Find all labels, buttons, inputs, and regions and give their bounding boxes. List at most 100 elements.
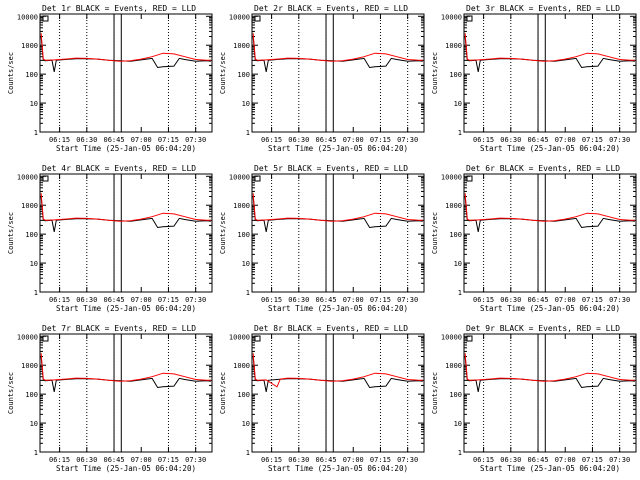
events-series-line xyxy=(464,196,635,232)
lld-series-line xyxy=(40,353,211,382)
y-tick-label: 1000 xyxy=(445,202,462,210)
x-tick-label: 06:45 xyxy=(315,296,336,304)
y-tick-label: 1 xyxy=(246,289,250,297)
x-tick-label: 07:15 xyxy=(158,296,179,304)
x-tick-label: 06:30 xyxy=(500,456,521,464)
x-tick-label: 07:00 xyxy=(343,296,364,304)
y-axis-label: Counts/sec xyxy=(431,52,439,94)
y-tick-label: 10 xyxy=(454,100,462,108)
chart-title: Det 1r BLACK = Events, RED = LLD xyxy=(42,4,196,13)
plot-frame xyxy=(39,13,213,133)
y-tick-label: 10 xyxy=(242,100,250,108)
events-series-line xyxy=(252,196,423,232)
y-tick-label: 100 xyxy=(25,391,38,399)
x-tick-label: 06:45 xyxy=(103,296,124,304)
chart-title: Det 9r BLACK = Events, RED = LLD xyxy=(466,324,620,333)
y-tick-label: 1000 xyxy=(445,362,462,370)
y-tick-label: 10000 xyxy=(17,333,38,341)
y-tick-label: 1 xyxy=(246,129,250,137)
x-axis-label: Start Time (25-Jan-05 06:04:20) xyxy=(268,464,408,473)
x-axis-label: Start Time (25-Jan-05 06:04:20) xyxy=(56,304,196,313)
y-tick-label: 100 xyxy=(25,71,38,79)
x-tick-label: 06:15 xyxy=(49,456,70,464)
y-tick-label: 1 xyxy=(458,289,462,297)
x-tick-label: 06:15 xyxy=(49,136,70,144)
events-series-line xyxy=(252,356,423,392)
y-tick-label: 10 xyxy=(242,260,250,268)
y-tick-label: 100 xyxy=(449,391,462,399)
plot-frame xyxy=(251,173,425,293)
events-series-line xyxy=(40,356,211,392)
x-tick-label: 07:00 xyxy=(343,456,364,464)
x-tick-label: 06:30 xyxy=(500,136,521,144)
x-axis-label: Start Time (25-Jan-05 06:04:20) xyxy=(480,144,620,153)
lld-series-line xyxy=(464,33,635,62)
y-tick-label: 10 xyxy=(30,420,38,428)
chart-panel-4: Det 4r BLACK = Events, RED = LLD 1 10 100 10… xyxy=(7,164,213,313)
x-tick-label: 06:30 xyxy=(76,296,97,304)
y-tick-label: 1000 xyxy=(233,362,250,370)
chart-panel-8: Det 8r BLACK = Events, RED = LLD 1 10 100 10… xyxy=(219,324,425,473)
y-tick-label: 1 xyxy=(34,289,38,297)
y-axis-label: Counts/sec xyxy=(7,372,15,414)
y-tick-label: 1000 xyxy=(21,202,38,210)
x-tick-label: 07:00 xyxy=(555,296,576,304)
y-tick-label: 1 xyxy=(458,449,462,457)
x-tick-label: 06:45 xyxy=(527,136,548,144)
y-tick-label: 10000 xyxy=(441,173,462,181)
chart-title: Det 2r BLACK = Events, RED = LLD xyxy=(254,4,408,13)
x-axis-label: Start Time (25-Jan-05 06:04:20) xyxy=(480,464,620,473)
chart-panel-3: Det 3r BLACK = Events, RED = LLD 1 10 100 10… xyxy=(431,4,637,153)
y-tick-label: 10 xyxy=(454,260,462,268)
x-tick-label: 07:15 xyxy=(370,136,391,144)
chart-title: Det 4r BLACK = Events, RED = LLD xyxy=(42,164,196,173)
chart-panel-1: Det 1r BLACK = Events, RED = LLD 1 10 100 10… xyxy=(7,4,213,153)
lld-series-line xyxy=(252,33,423,62)
y-tick-label: 10000 xyxy=(441,13,462,21)
chart-panel-5: Det 5r BLACK = Events, RED = LLD 1 10 100 10… xyxy=(219,164,425,313)
x-tick-label: 06:45 xyxy=(527,456,548,464)
x-tick-label: 07:15 xyxy=(158,456,179,464)
x-tick-label: 07:00 xyxy=(555,456,576,464)
y-axis-label: Counts/sec xyxy=(219,372,227,414)
x-tick-label: 06:15 xyxy=(473,136,494,144)
lld-series-line xyxy=(40,33,211,62)
chart-panel-2: Det 2r BLACK = Events, RED = LLD 1 10 100 10… xyxy=(219,4,425,153)
x-tick-label: 07:00 xyxy=(131,136,152,144)
chart-title: Det 3r BLACK = Events, RED = LLD xyxy=(466,4,620,13)
y-tick-label: 10000 xyxy=(229,333,250,341)
chart-title: Det 8r BLACK = Events, RED = LLD xyxy=(254,324,408,333)
plot-frame xyxy=(463,173,637,293)
x-tick-label: 06:30 xyxy=(288,456,309,464)
y-axis-label: Counts/sec xyxy=(431,372,439,414)
plot-frame xyxy=(39,333,213,453)
y-tick-label: 10000 xyxy=(441,333,462,341)
events-series-line xyxy=(40,36,211,72)
x-tick-label: 06:30 xyxy=(288,296,309,304)
chart-title: Det 7r BLACK = Events, RED = LLD xyxy=(42,324,196,333)
y-tick-label: 1 xyxy=(34,449,38,457)
x-tick-label: 07:00 xyxy=(131,296,152,304)
lld-series-line xyxy=(464,193,635,222)
x-tick-label: 06:45 xyxy=(527,296,548,304)
x-axis-label: Start Time (25-Jan-05 06:04:20) xyxy=(56,144,196,153)
y-tick-label: 100 xyxy=(237,391,250,399)
x-tick-label: 07:30 xyxy=(609,136,630,144)
x-axis-label: Start Time (25-Jan-05 06:04:20) xyxy=(56,464,196,473)
x-axis-label: Start Time (25-Jan-05 06:04:20) xyxy=(480,304,620,313)
x-tick-label: 07:15 xyxy=(370,296,391,304)
plot-frame xyxy=(251,13,425,133)
y-tick-label: 1000 xyxy=(445,42,462,50)
y-tick-label: 10000 xyxy=(17,173,38,181)
x-axis-label: Start Time (25-Jan-05 06:04:20) xyxy=(268,144,408,153)
y-tick-label: 10 xyxy=(242,420,250,428)
x-tick-label: 07:15 xyxy=(158,136,179,144)
y-tick-label: 100 xyxy=(237,71,250,79)
events-series-line xyxy=(252,36,423,72)
y-axis-label: Counts/sec xyxy=(219,52,227,94)
x-tick-label: 06:45 xyxy=(103,456,124,464)
y-axis-label: Counts/sec xyxy=(431,212,439,254)
x-tick-label: 07:30 xyxy=(185,456,206,464)
y-tick-label: 1000 xyxy=(21,42,38,50)
y-tick-label: 1000 xyxy=(21,362,38,370)
